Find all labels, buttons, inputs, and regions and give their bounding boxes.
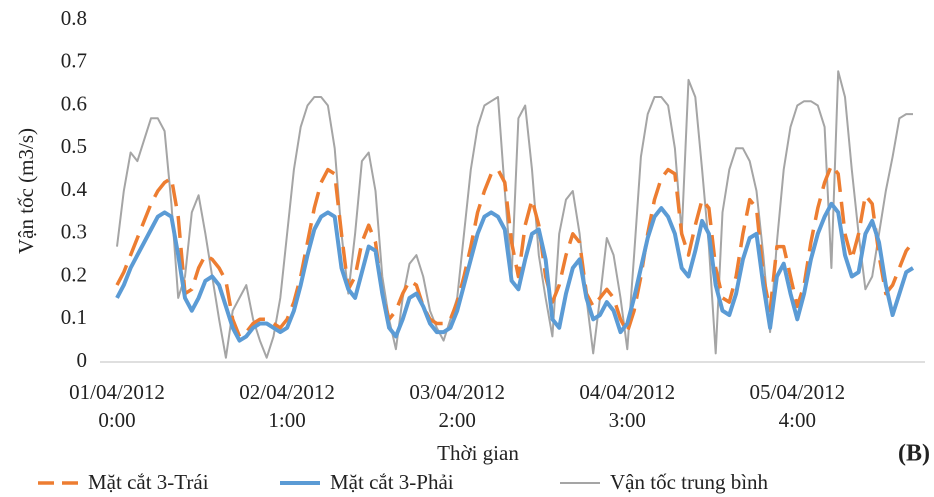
legend-label: Mặt cắt 3-Trái	[88, 470, 209, 494]
y-axis-label: Vận tốc (m3/s)	[14, 128, 38, 254]
y-tick-label: 0.7	[61, 49, 87, 73]
x-tick-label: 04/04/2012 3:00	[579, 380, 676, 432]
y-tick-label: 0.1	[61, 305, 87, 329]
series-line	[115, 163, 915, 339]
x-axis-label: Thời gian	[437, 441, 519, 465]
annotation: (B)	[898, 441, 930, 467]
x-tick-label: 01/04/2012 0:00	[69, 380, 165, 432]
y-tick-label: 0.2	[61, 262, 87, 286]
y-tick-label: 0.4	[61, 177, 88, 201]
y-tick-label: 0	[77, 348, 88, 372]
y-tick-label: 0.5	[61, 134, 87, 158]
legend-label: Mặt cắt 3-Phải	[330, 470, 454, 494]
y-tick-label: 0.6	[61, 91, 87, 115]
legend-label: Vận tốc trung bình	[610, 470, 769, 494]
series-line	[115, 201, 915, 343]
y-tick-label: 0.3	[61, 220, 87, 244]
x-tick-label: 05/04/2012 4:00	[749, 380, 846, 432]
y-tick-label: 0.8	[61, 6, 87, 30]
series-line	[116, 70, 913, 359]
x-tick-label: 02/04/2012 1:00	[239, 380, 335, 432]
x-tick-label: 03/04/2012 2:00	[409, 380, 505, 432]
